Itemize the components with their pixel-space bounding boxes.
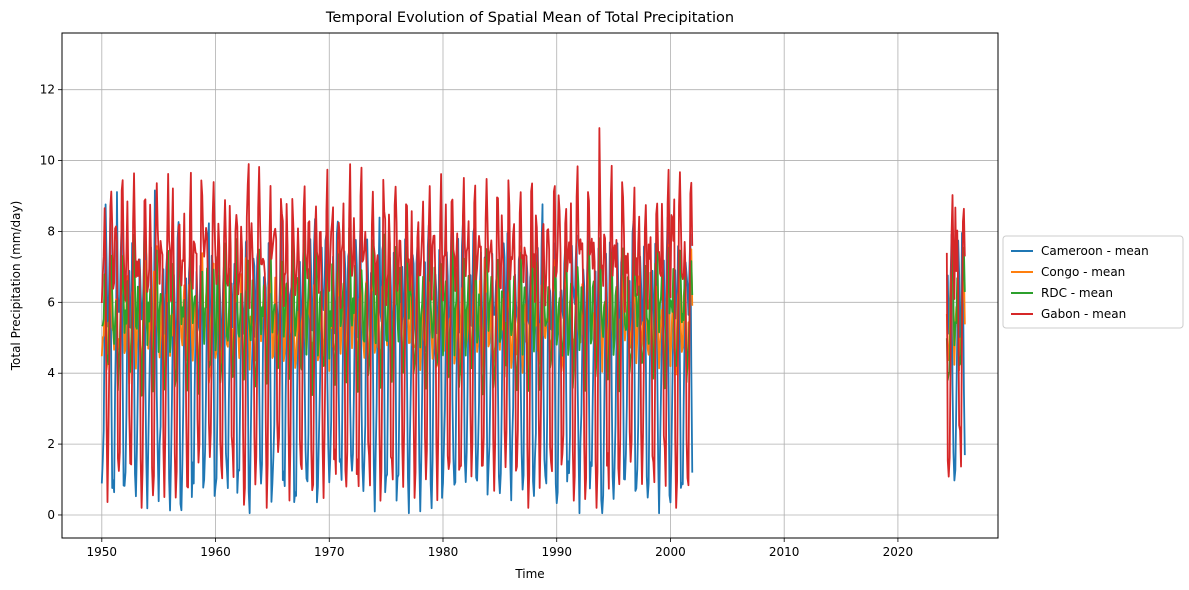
legend-label: RDC - mean <box>1041 286 1113 300</box>
legend: Cameroon - mean Congo - mean RDC - mean Gab… <box>1002 235 1184 329</box>
x-tick-label: 1950 <box>87 545 118 559</box>
legend-label: Congo - mean <box>1041 265 1125 279</box>
series-line-gabon <box>100 127 966 509</box>
x-axis: 1950 1960 1970 1980 1990 2000 2010 2020 <box>87 538 914 559</box>
y-tick-label: 8 <box>47 224 55 238</box>
legend-label: Cameroon - mean <box>1041 244 1149 258</box>
y-axis: 0 2 4 6 8 10 12 <box>40 83 62 522</box>
y-tick-label: 4 <box>47 366 55 380</box>
y-tick-label: 10 <box>40 154 55 168</box>
x-tick-label: 2010 <box>769 545 800 559</box>
chart-title: Temporal Evolution of Spatial Mean of To… <box>325 10 734 26</box>
plot-frame <box>61 32 999 539</box>
y-tick-label: 0 <box>47 508 55 522</box>
y-tick-label: 2 <box>47 437 55 451</box>
y-tick-label: 6 <box>47 295 55 309</box>
x-tick-label: 1960 <box>200 545 231 559</box>
series-layer <box>100 127 966 515</box>
x-tick-label: 2000 <box>655 545 686 559</box>
legend-box <box>1002 235 1184 329</box>
x-tick-label: 2020 <box>883 545 914 559</box>
x-axis-label: Time <box>514 567 544 581</box>
y-tick-label: 12 <box>40 83 55 97</box>
x-tick-label: 1970 <box>314 545 345 559</box>
x-tick-label: 1980 <box>428 545 459 559</box>
y-axis-label: Total Precipitation (mm/day) <box>9 201 23 372</box>
x-tick-label: 1990 <box>541 545 572 559</box>
legend-label: Gabon - mean <box>1041 307 1126 321</box>
